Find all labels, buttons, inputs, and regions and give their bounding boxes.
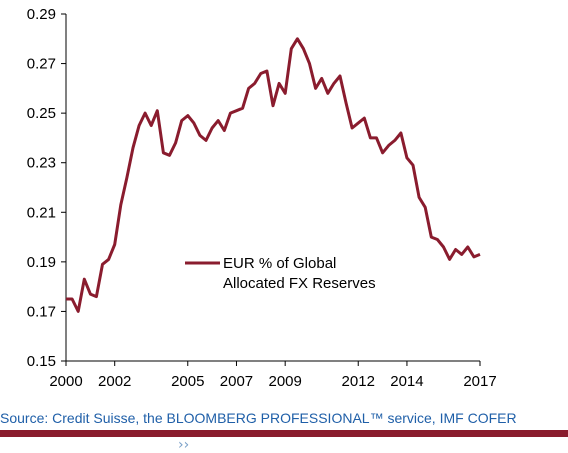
footer-rule	[0, 430, 568, 437]
x-tick-label: 2009	[268, 373, 301, 390]
y-tick-label: 0.17	[27, 303, 56, 320]
series-line-eur-share	[66, 37, 481, 313]
line-chart: 0.150.170.190.210.230.250.270.29 2000 200…	[27, 6, 497, 390]
y-tick-label: 0.25	[27, 105, 56, 122]
y-tick-label: 0.23	[27, 155, 56, 172]
y-tick-label: 0.19	[27, 254, 56, 271]
y-tick-label: 0.27	[27, 56, 56, 73]
legend: EUR % of Global Allocated FX Reserves	[185, 255, 376, 292]
series-layer	[66, 37, 481, 313]
x-axis-ticks: 2000 2002 2005 2007 2009 2012 2014 2017	[49, 361, 497, 390]
x-tick-label: 2005	[171, 373, 204, 390]
x-tick-label: 2002	[98, 373, 131, 390]
legend-label-line1: EUR % of Global	[223, 255, 336, 272]
y-tick-label: 0.21	[27, 204, 56, 221]
chevron-icon: ››	[178, 437, 190, 453]
x-tick-label: 2014	[390, 373, 423, 390]
legend-label-line2: Allocated FX Reserves	[223, 275, 376, 292]
chart-axes	[65, 14, 480, 362]
y-axis-ticks: 0.15 0.17 0.19 0.21 0.23 0.25 0.27 0.29	[27, 6, 66, 370]
source-note: Source: Credit Suisse, the BLOOMBERG PRO…	[0, 410, 517, 426]
x-tick-label: 2017	[463, 373, 496, 390]
x-tick-label: 2007	[220, 373, 253, 390]
x-tick-label: 2000	[49, 373, 82, 390]
y-tick-label: 0.15	[27, 353, 56, 370]
y-tick-label: 0.29	[27, 6, 56, 23]
x-tick-label: 2012	[342, 373, 375, 390]
